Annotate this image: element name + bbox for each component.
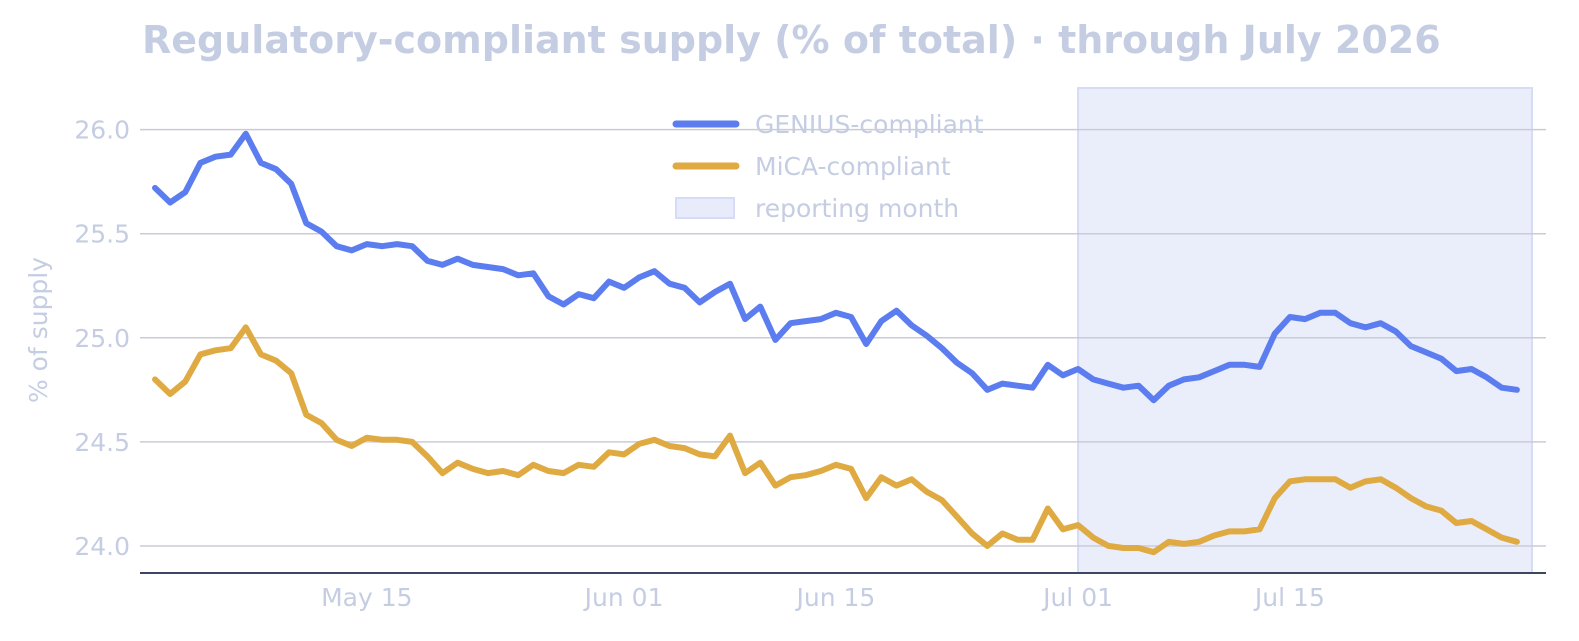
legend: GENIUS-compliant MiCA-compliant reporting …	[672, 110, 984, 223]
y-tick-label: 25.0	[74, 324, 130, 353]
y-tick-label: 24.5	[74, 428, 130, 457]
y-tick-label: 25.5	[74, 220, 130, 249]
reporting-month-region	[1077, 87, 1533, 574]
x-tick-label: Jul 01	[1041, 583, 1113, 612]
y-axis-label: % of supply	[24, 257, 53, 403]
x-tick-label: Jul 15	[1253, 583, 1325, 612]
series-line-mica	[152, 324, 1520, 556]
legend-label-mica: MiCA-compliant	[755, 152, 951, 181]
y-tick-label: 26.0	[74, 116, 130, 145]
legend-label-genius: GENIUS-compliant	[755, 110, 984, 139]
legend-label-reporting-month: reporting month	[755, 194, 959, 223]
chart-title: Regulatory-compliant supply (% of total)…	[142, 18, 1441, 62]
x-tick-label: Jun 01	[583, 583, 664, 612]
legend-swatch-reporting-month	[675, 197, 735, 219]
series-line-genius	[152, 130, 1520, 404]
y-tick-label: 24.0	[74, 532, 130, 561]
x-tick-label: Jun 15	[795, 583, 876, 612]
x-tick-label: May 15	[321, 583, 412, 612]
